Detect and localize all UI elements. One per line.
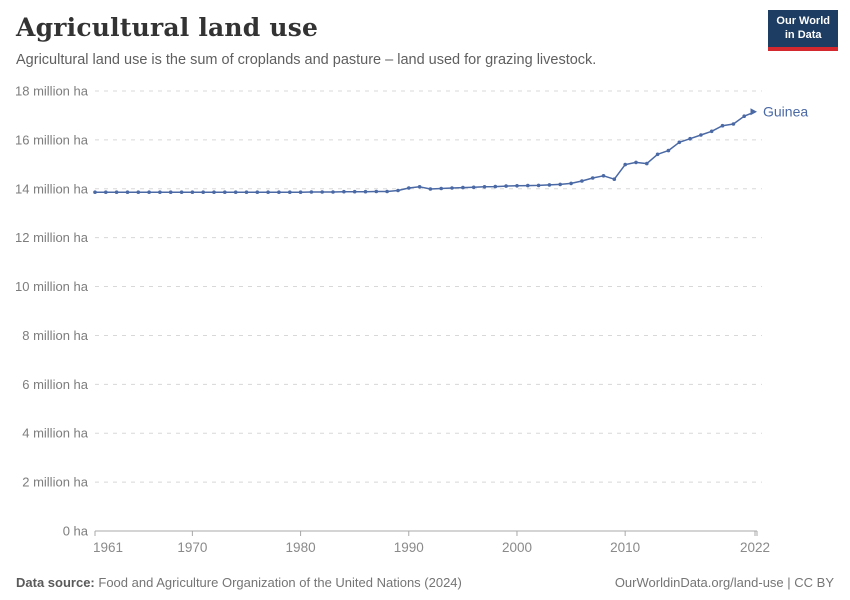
x-axis-tick-label: 2022 [740,540,770,555]
footer-attribution: OurWorldinData.org/land-use | CC BY [615,575,834,590]
x-axis-tick-label: 1961 [93,540,123,555]
data-point[interactable] [93,190,97,194]
data-point[interactable] [428,187,433,191]
data-point[interactable] [168,190,173,194]
data-point[interactable] [407,186,411,190]
data-point[interactable] [417,185,422,189]
data-point[interactable] [277,190,281,194]
data-point[interactable] [590,176,595,180]
data-point[interactable] [504,184,508,188]
data-point[interactable] [439,186,444,191]
y-axis-tick-label: 8 million ha [22,328,89,343]
data-point[interactable] [396,188,400,193]
data-source-label: Data source: [16,575,95,590]
data-point[interactable] [612,177,617,181]
data-point[interactable] [309,190,314,194]
owid-logo[interactable]: Our World in Data [768,10,838,51]
data-point[interactable] [104,190,108,194]
data-point[interactable] [136,190,141,194]
x-axis-tick-label: 1990 [394,540,424,555]
data-line[interactable] [95,111,756,193]
owid-url-link[interactable]: OurWorldinData.org/land-use [614,575,784,590]
series-label[interactable]: Guinea [763,103,808,119]
data-point[interactable] [720,123,725,128]
y-axis-tick-label: 18 million ha [15,84,89,99]
data-point[interactable] [158,190,162,194]
data-point[interactable] [331,190,335,194]
data-point[interactable] [493,184,498,189]
y-axis-tick-label: 0 ha [63,524,89,539]
data-point[interactable] [255,190,260,194]
data-point[interactable] [742,114,746,118]
data-point[interactable] [298,190,303,194]
y-axis-tick-label: 12 million ha [15,230,89,245]
footer-separator: | [783,575,795,590]
data-point[interactable] [212,190,216,194]
chart-footer: Data source: Food and Agriculture Organi… [0,575,850,590]
data-point[interactable] [580,179,584,183]
line-chart-plot-area[interactable]: 0 ha 2 million ha 4 million ha 6 million ha… [0,80,850,560]
data-point[interactable] [342,189,346,194]
data-point[interactable] [471,185,476,190]
license-label: CC BY [794,575,834,590]
y-axis-tick-label: 10 million ha [15,279,89,294]
data-point[interactable] [244,190,249,194]
data-point[interactable] [623,162,627,167]
owid-logo-line2: in Data [784,28,822,41]
data-source-value: Food and Agriculture Organization of the… [98,575,462,590]
data-point[interactable] [125,190,130,194]
data-point[interactable] [569,181,573,186]
data-point[interactable] [374,189,379,194]
data-point[interactable] [450,186,454,190]
y-axis-tick-label: 16 million ha [15,132,89,147]
y-axis-tick-label: 14 million ha [15,181,89,196]
data-point[interactable] [190,190,195,194]
data-point[interactable] [147,190,151,194]
chart-subtitle: Agricultural land use is the sum of crop… [16,51,597,68]
data-point[interactable] [634,160,638,165]
data-point[interactable] [709,129,714,134]
data-point[interactable] [677,140,682,145]
line-end-marker [750,108,757,116]
x-axis-tick-label: 2010 [610,540,640,555]
x-axis-tick-label: 1980 [286,540,316,555]
data-point[interactable] [645,161,649,166]
y-axis-tick-label: 2 million ha [22,475,89,490]
data-point[interactable] [526,183,530,188]
data-point[interactable] [385,189,389,194]
data-point[interactable] [201,190,205,194]
data-point[interactable] [699,133,703,137]
x-axis-tick-label: 2000 [502,540,532,555]
data-point[interactable] [482,185,487,189]
data-point[interactable] [688,136,692,141]
x-axis-tick-label: 1970 [177,540,207,555]
data-source-note: Data source: Food and Agriculture Organi… [16,575,462,590]
data-point[interactable] [266,190,270,194]
data-point[interactable] [547,183,552,187]
data-point[interactable] [223,190,227,194]
data-point[interactable] [114,190,119,194]
y-axis-tick-label: 6 million ha [22,377,89,392]
data-point[interactable] [363,189,368,194]
data-point[interactable] [666,148,671,153]
data-point[interactable] [461,185,465,190]
data-point[interactable] [515,184,519,188]
data-point[interactable] [352,189,357,194]
data-point[interactable] [731,122,736,126]
data-point[interactable] [655,152,660,157]
data-point[interactable] [179,190,184,194]
y-axis-tick-label: 4 million ha [22,426,89,441]
data-point[interactable] [558,182,562,187]
data-point[interactable] [601,174,606,178]
data-point[interactable] [536,183,541,188]
page-title: Agricultural land use [16,13,319,42]
owid-logo-line1: Our World [776,15,830,27]
data-point[interactable] [233,190,238,194]
chart-header: Agricultural land use Agricultural land … [0,0,850,70]
data-point[interactable] [288,190,292,194]
data-point[interactable] [320,190,325,194]
